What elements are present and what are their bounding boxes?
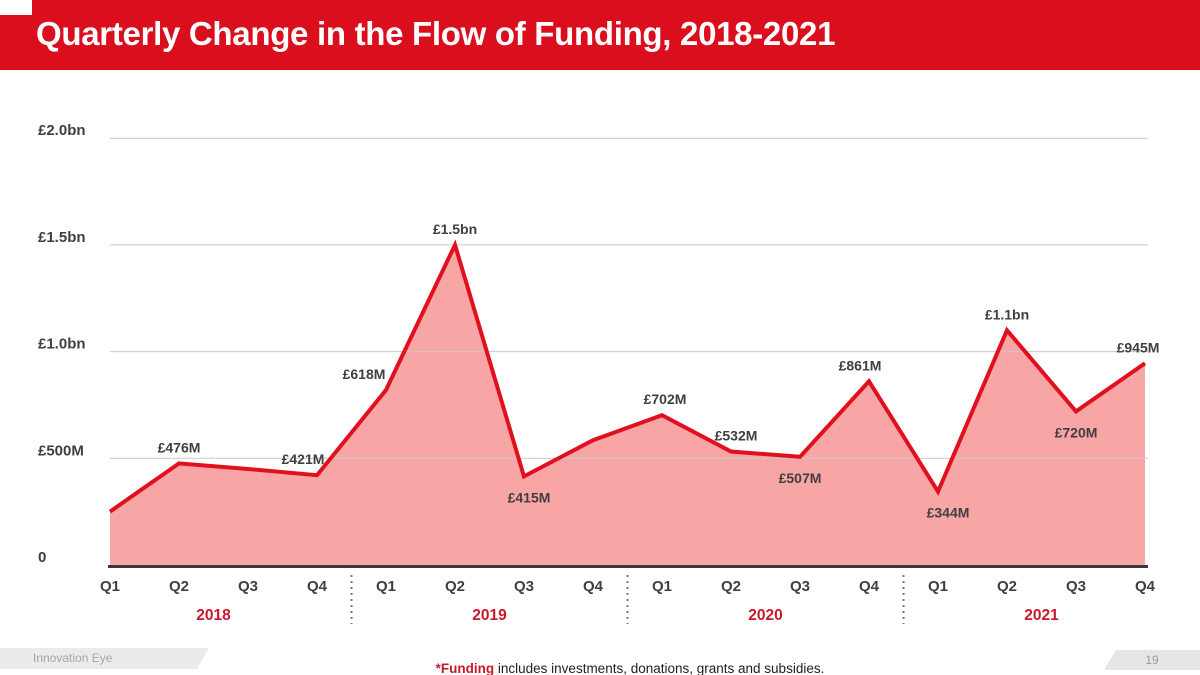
data-label: £532M (715, 428, 758, 444)
data-label: £1.1bn (985, 306, 1029, 322)
y-axis-label: £500M (38, 442, 84, 459)
footnote: *Funding includes investments, donations… (0, 660, 1200, 675)
y-axis-label: £1.5bn (38, 229, 86, 246)
data-label: £344M (927, 505, 970, 521)
brand-label: Innovation Eye (33, 651, 113, 665)
data-label: £507M (779, 470, 822, 486)
x-tick-label: Q1 (376, 578, 396, 595)
x-tick-label: Q3 (1066, 578, 1086, 595)
data-label: £421M (282, 451, 325, 467)
x-tick-label: Q1 (100, 578, 120, 595)
data-label: £415M (508, 489, 551, 505)
x-tick-label: Q3 (514, 578, 534, 595)
x-tick-label: Q2 (169, 578, 189, 595)
x-tick-label: Q2 (445, 578, 465, 595)
brand-chip: Innovation Eye (0, 648, 209, 669)
x-tick-label: Q2 (721, 578, 741, 595)
title-banner: Quarterly Change in the Flow of Funding,… (0, 0, 1200, 70)
data-label: £1.5bn (433, 221, 477, 237)
year-label: 2018 (196, 607, 231, 624)
data-label: £476M (158, 439, 201, 455)
trend-line (108, 239, 1147, 514)
year-label: 2020 (748, 607, 782, 624)
x-tick-label: Q1 (928, 578, 948, 595)
data-label: £702M (644, 391, 687, 407)
footnote-text: includes investments, donations, grants … (494, 660, 825, 675)
area-fill (110, 244, 1145, 565)
x-tick-label: Q4 (1135, 578, 1156, 595)
data-label: £945M (1117, 339, 1160, 355)
y-axis-label: £1.0bn (38, 336, 86, 353)
page-number: 19 (1145, 653, 1159, 667)
data-label: £618M (343, 366, 386, 382)
x-tick-label: Q2 (997, 578, 1017, 595)
y-axis-label: 0 (38, 549, 46, 566)
x-tick-label: Q3 (790, 578, 810, 595)
data-label: £861M (839, 357, 882, 373)
y-axis-label: £2.0bn (38, 122, 86, 139)
page-number-chip: 19 (1104, 650, 1200, 670)
page-title: Quarterly Change in the Flow of Funding,… (36, 15, 836, 52)
x-tick-label: Q4 (859, 578, 880, 595)
footnote-term: *Funding (435, 660, 495, 675)
banner-corner-notch (0, 0, 32, 15)
year-label: 2019 (472, 607, 507, 624)
x-tick-label: Q4 (583, 578, 604, 595)
x-tick-label: Q4 (307, 578, 328, 595)
year-label: 2021 (1024, 607, 1059, 624)
data-label: £720M (1055, 424, 1098, 440)
x-tick-label: Q3 (238, 578, 258, 595)
x-tick-label: Q1 (652, 578, 672, 595)
